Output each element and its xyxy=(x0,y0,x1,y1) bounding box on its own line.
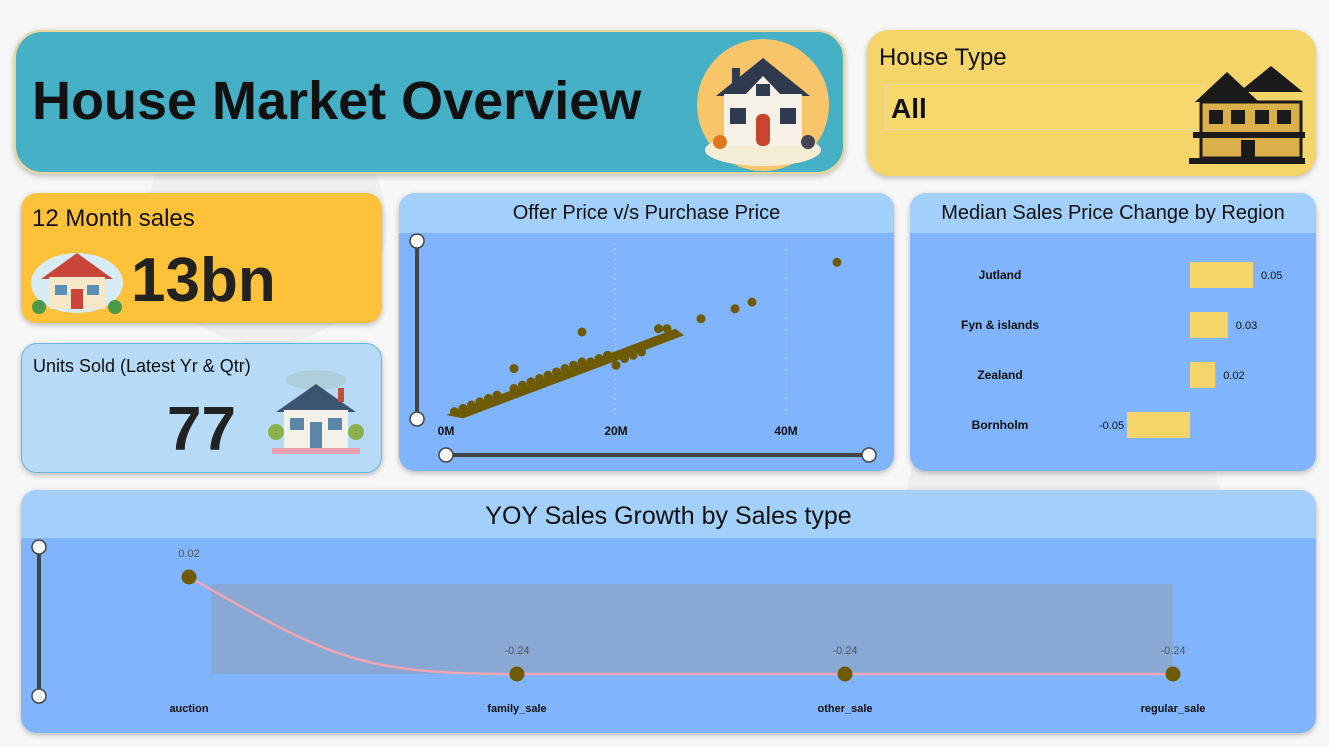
yoy-chart-title: YOY Sales Growth by Sales type xyxy=(21,490,1316,538)
kpi-units-label: Units Sold (Latest Yr & Qtr) xyxy=(33,356,251,376)
scatter-point[interactable] xyxy=(560,364,570,374)
y-range-slider-bottom-handle[interactable] xyxy=(31,688,47,704)
scatter-point[interactable] xyxy=(603,350,612,360)
region-bar[interactable] xyxy=(1190,312,1228,338)
yoy-value-label: -0.24 xyxy=(832,645,857,657)
scatter-point[interactable] xyxy=(662,324,672,334)
scatter-chart: 0M 20M 40M xyxy=(409,233,877,463)
page-title: House Market Overview xyxy=(32,71,642,131)
region-label: Jutland xyxy=(979,268,1022,282)
house-type-dropdown[interactable]: All xyxy=(884,84,1206,130)
scatter-point[interactable] xyxy=(509,383,519,393)
region-value-label: 0.02 xyxy=(1223,370,1244,382)
kpi-12-month-sales: 12 Month sales 13bn xyxy=(21,193,382,323)
scatter-point[interactable] xyxy=(552,367,561,377)
region-bar-chart: Jutland 0.05 Fyn & islands 0.03 Zealand 0.02 B… xyxy=(961,262,1282,438)
scatter-point[interactable] xyxy=(509,364,519,374)
region-value-label: 0.05 xyxy=(1261,270,1282,282)
region-label: Fyn & islands xyxy=(961,318,1039,332)
yoy-value-label: 0.02 xyxy=(178,548,199,560)
yoy-point[interactable] xyxy=(837,666,853,682)
yoy-value-label: -0.24 xyxy=(1160,645,1185,657)
yoy-point[interactable] xyxy=(1165,666,1181,682)
scatter-point[interactable] xyxy=(484,393,493,403)
x-range-slider-right-handle[interactable] xyxy=(861,447,877,463)
house-type-slicer: House Type All xyxy=(867,30,1316,176)
region-bar[interactable] xyxy=(1190,262,1253,288)
scatter-point[interactable] xyxy=(620,354,629,364)
scatter-point[interactable] xyxy=(654,324,663,334)
y-range-slider-top-handle[interactable] xyxy=(31,539,47,555)
scatter-point[interactable] xyxy=(747,297,757,307)
y-range-slider-bottom-handle[interactable] xyxy=(409,411,425,427)
region-bar[interactable] xyxy=(1127,412,1190,438)
scatter-point[interactable] xyxy=(450,407,459,417)
house-icon xyxy=(31,253,123,314)
yoy-category-label: auction xyxy=(169,703,208,715)
yoy-category-label: regular_sale xyxy=(1141,703,1206,715)
yoy-category-label: other_sale xyxy=(817,703,872,715)
x-tick-label: 0M xyxy=(438,424,455,438)
scatter-point[interactable] xyxy=(543,370,553,380)
scatter-point[interactable] xyxy=(832,257,842,267)
house-logo-icon xyxy=(697,39,829,171)
scatter-point[interactable] xyxy=(475,397,485,407)
x-range-slider-left-handle[interactable] xyxy=(438,447,454,463)
region-value-label: -0.05 xyxy=(1099,420,1124,432)
scatter-point[interactable] xyxy=(458,403,468,413)
kpi-units-sold: Units Sold (Latest Yr & Qtr) 77 xyxy=(21,343,382,473)
scatter-point[interactable] xyxy=(569,360,578,370)
scatter-chart-title: Offer Price v/s Purchase Price xyxy=(399,193,894,233)
yoy-line-chart: 0.02 auction -0.24 family_sale -0.24 other_sa… xyxy=(31,539,1206,715)
yoy-point[interactable] xyxy=(181,569,197,585)
scatter-point[interactable] xyxy=(637,347,646,357)
x-tick-label: 20M xyxy=(604,424,627,438)
kpi-sales-value: 13bn xyxy=(131,246,276,315)
yoy-series-line xyxy=(188,575,1173,676)
scatter-chart-card: Offer Price v/s Purchase Price 0M 20M 40M xyxy=(399,193,894,471)
region-bar-chart-card: Median Sales Price Change by Region Jutl… xyxy=(910,193,1316,471)
scatter-point[interactable] xyxy=(526,377,536,387)
scatter-point[interactable] xyxy=(696,314,706,324)
region-chart-title: Median Sales Price Change by Region xyxy=(910,193,1316,233)
scatter-point[interactable] xyxy=(577,357,587,367)
kpi-units-value: 77 xyxy=(167,395,236,464)
scatter-point[interactable] xyxy=(730,304,740,314)
region-value-label: 0.03 xyxy=(1236,320,1257,332)
house-type-selected: All xyxy=(891,93,927,124)
house-type-label: House Type xyxy=(879,44,1007,71)
yoy-line-chart-card: YOY Sales Growth by Sales type 0.02 aucti… xyxy=(21,490,1316,733)
scatter-point[interactable] xyxy=(586,357,595,367)
region-bar[interactable] xyxy=(1190,362,1216,388)
yoy-category-label: family_sale xyxy=(487,703,546,715)
region-label: Zealand xyxy=(977,368,1022,382)
scatter-dense-cluster xyxy=(446,328,684,419)
y-range-slider-top-handle[interactable] xyxy=(409,233,425,249)
x-tick-label: 40M xyxy=(774,424,797,438)
header-banner: House Market Overview xyxy=(14,30,845,174)
scatter-point[interactable] xyxy=(518,380,527,390)
yoy-value-label: -0.24 xyxy=(504,645,529,657)
scatter-point[interactable] xyxy=(535,373,544,383)
scatter-point[interactable] xyxy=(628,350,638,360)
victorian-house-icon xyxy=(1189,66,1305,164)
scatter-point[interactable] xyxy=(467,400,476,410)
scatter-point[interactable] xyxy=(492,390,502,400)
scatter-point[interactable] xyxy=(611,360,621,370)
yoy-point[interactable] xyxy=(509,666,525,682)
area-shade xyxy=(211,584,1173,674)
scatter-point[interactable] xyxy=(594,354,604,364)
scatter-point[interactable] xyxy=(577,327,587,337)
kpi-sales-label: 12 Month sales xyxy=(32,205,195,232)
cottage-icon xyxy=(268,370,364,454)
region-label: Bornholm xyxy=(972,418,1029,432)
